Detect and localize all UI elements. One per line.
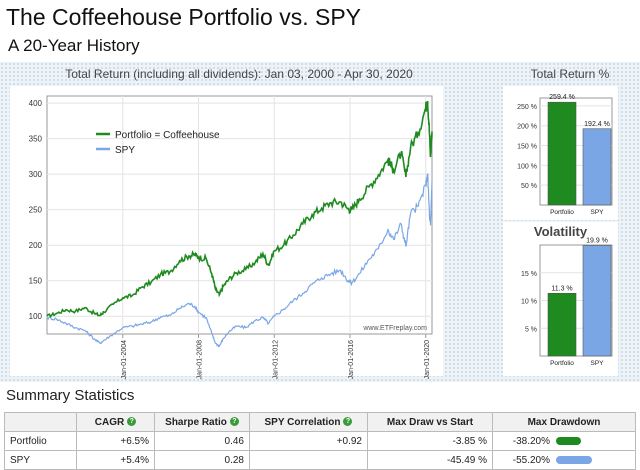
volatility-title: Volatility <box>533 224 588 239</box>
bar-category-label: Portfolio <box>550 360 574 367</box>
bar-y-tick-label: 10 % <box>521 299 537 306</box>
bar <box>582 245 612 357</box>
bar-data-label: 192.4 % <box>584 121 610 128</box>
help-icon[interactable]: ? <box>229 417 239 427</box>
x-tick-label: Jan-01-2020 <box>424 340 431 379</box>
bar-y-tick-label: 15 % <box>521 271 537 278</box>
portfolio-line <box>46 100 433 318</box>
main-chart-title: Total Return (including all dividends): … <box>65 67 413 81</box>
page-subtitle: A 20-Year History <box>8 36 140 55</box>
y-tick-label: 300 <box>29 170 43 179</box>
bar-category-label: SPY <box>590 360 604 367</box>
drawdown-bar <box>556 436 582 445</box>
row-name: SPY <box>4 450 77 470</box>
draw-vs-start-cell: -3.85 % <box>367 431 493 451</box>
x-tick-label: Jan-01-2004 <box>121 340 128 379</box>
bar-y-tick-label: 200 % <box>517 124 537 131</box>
col-header-sharpe[interactable]: Sharpe Ratio? <box>154 412 250 432</box>
legend-label: Portfolio = Coffeehouse <box>115 130 220 141</box>
bar <box>547 292 577 357</box>
col-header-name <box>4 412 77 432</box>
table-row: SPY +5.4% 0.28 -45.49 % -55.20% <box>4 450 636 470</box>
col-header-correlation[interactable]: SPY Correlation? <box>249 412 368 432</box>
bar-y-tick-label: 100 % <box>517 163 537 170</box>
draw-vs-start-cell: -45.49 % <box>367 450 493 470</box>
help-icon[interactable]: ? <box>127 417 137 427</box>
x-tick-label: Jan-01-2016 <box>348 340 355 379</box>
col-header-draw-vs-start: Max Draw vs Start <box>367 412 493 432</box>
cagr-cell: +6.5% <box>76 431 155 451</box>
bar-y-tick-label: 50 % <box>521 183 537 190</box>
y-tick-label: 250 <box>29 206 43 215</box>
summary-table: CAGR? Sharpe Ratio? SPY Correlation? Max… <box>4 412 636 470</box>
bar-y-tick-label: 250 % <box>517 104 537 111</box>
y-tick-label: 400 <box>29 99 43 108</box>
x-tick-label: Jan-01-2008 <box>197 340 204 379</box>
sharpe-cell: 0.28 <box>154 450 250 470</box>
bar-data-label: 259.4 % <box>549 94 575 101</box>
col-header-label: SPY Correlation <box>264 416 341 428</box>
bar-category-label: SPY <box>590 209 604 216</box>
plot-area <box>46 95 433 335</box>
bar <box>582 128 612 206</box>
max-drawdown-cell: -55.20% <box>492 450 636 470</box>
correlation-cell: +0.92 <box>249 431 368 451</box>
col-header-label: Max Drawdown <box>527 416 601 428</box>
watermark-label: www.ETFreplay.com <box>362 325 427 332</box>
y-tick-label: 100 <box>29 312 43 321</box>
max-drawdown-value: -38.20% <box>512 435 550 447</box>
bar-data-label: 11.3 % <box>551 285 572 292</box>
max-drawdown-cell: -38.20% <box>492 431 636 451</box>
bar-category-label: Portfolio <box>550 209 574 216</box>
col-header-max-drawdown: Max Drawdown <box>492 412 636 432</box>
legend-label: SPY <box>115 145 135 156</box>
sharpe-cell: 0.46 <box>154 431 250 451</box>
x-tick-label: Jan-01-2012 <box>272 340 279 379</box>
y-tick-label: 350 <box>29 135 43 144</box>
drawdown-bar <box>556 455 593 464</box>
spy-line <box>46 173 433 348</box>
col-header-cagr[interactable]: CAGR? <box>76 412 155 432</box>
y-tick-label: 150 <box>29 277 43 286</box>
max-drawdown-value: -55.20% <box>512 454 550 466</box>
bar-y-tick-label: 150 % <box>517 144 537 151</box>
summary-header-row: CAGR? Sharpe Ratio? SPY Correlation? Max… <box>4 412 636 432</box>
page-title: The Coffeehouse Portfolio vs. SPY <box>6 4 361 30</box>
correlation-cell <box>249 450 368 470</box>
bar-y-tick-label: 5 % <box>525 326 537 333</box>
table-row: Portfolio +6.5% 0.46 +0.92 -3.85 % -38.2… <box>4 431 636 451</box>
bar <box>547 101 577 206</box>
row-name: Portfolio <box>4 431 77 451</box>
col-header-label: CAGR <box>94 416 125 428</box>
summary-title: Summary Statistics <box>6 387 135 404</box>
col-header-label: Max Draw vs Start <box>386 416 474 428</box>
bar-data-label: 19.9 % <box>586 238 608 245</box>
col-header-label: Sharpe Ratio <box>165 416 227 428</box>
help-icon[interactable]: ? <box>343 417 353 427</box>
y-tick-label: 200 <box>29 241 43 250</box>
total-return-title: Total Return % <box>530 67 610 81</box>
cagr-cell: +5.4% <box>76 450 155 470</box>
